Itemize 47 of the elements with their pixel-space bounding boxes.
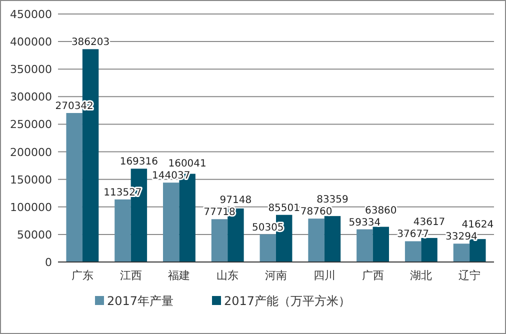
bar: [66, 113, 82, 262]
x-tick-label: 辽宁: [458, 269, 481, 282]
bar: [163, 182, 180, 262]
bar: [114, 199, 131, 262]
x-tick-label: 广东: [71, 269, 94, 282]
y-tick-label: 350000: [10, 63, 52, 76]
data-label: 33294: [446, 232, 478, 243]
data-label: 43617: [413, 217, 446, 228]
x-tick-label: 广西: [362, 269, 384, 282]
bar: [356, 229, 373, 262]
data-label: 85501: [268, 202, 300, 214]
data-label: 160041: [168, 158, 206, 170]
x-tick-label: 山东: [216, 269, 239, 282]
legend-label: 2017产能（万平方米）: [224, 294, 351, 308]
y-tick-label: 450000: [10, 8, 52, 21]
data-label: 41624: [462, 220, 494, 231]
data-label: 97148: [220, 195, 252, 206]
y-tick-label: 50000: [17, 228, 52, 242]
y-tick-label: 200000: [10, 146, 52, 159]
y-tick-label: 300000: [10, 90, 52, 104]
x-tick-label: 河南: [265, 269, 287, 282]
bar: [211, 219, 228, 262]
y-tick-label: 0: [45, 256, 52, 269]
data-label: 37677: [397, 229, 429, 240]
bar: [470, 239, 486, 262]
bar: [404, 241, 422, 262]
bar: [421, 238, 438, 262]
data-label: 63860: [364, 205, 397, 216]
bar: [308, 218, 324, 262]
data-label: 59334: [348, 217, 381, 228]
x-tick-label: 江西: [120, 269, 142, 282]
legend-label: 2017年产量: [107, 294, 174, 308]
bar: [372, 226, 389, 262]
y-tick-label: 400000: [10, 36, 52, 49]
x-tick-label: 湖北: [410, 269, 432, 282]
data-label: 169316: [120, 156, 158, 168]
x-tick-label: 福建: [168, 269, 190, 282]
data-label: 386203: [71, 37, 110, 48]
bar: [324, 216, 341, 262]
bar: [260, 234, 276, 262]
bar: [453, 244, 470, 262]
data-label: 78760: [300, 206, 332, 218]
y-tick-label: 150000: [10, 173, 52, 186]
y-tick-label: 100000: [10, 200, 52, 214]
y-tick-label: 250000: [10, 118, 52, 132]
data-label: 83359: [316, 194, 348, 206]
x-tick-label: 四川: [313, 269, 336, 282]
